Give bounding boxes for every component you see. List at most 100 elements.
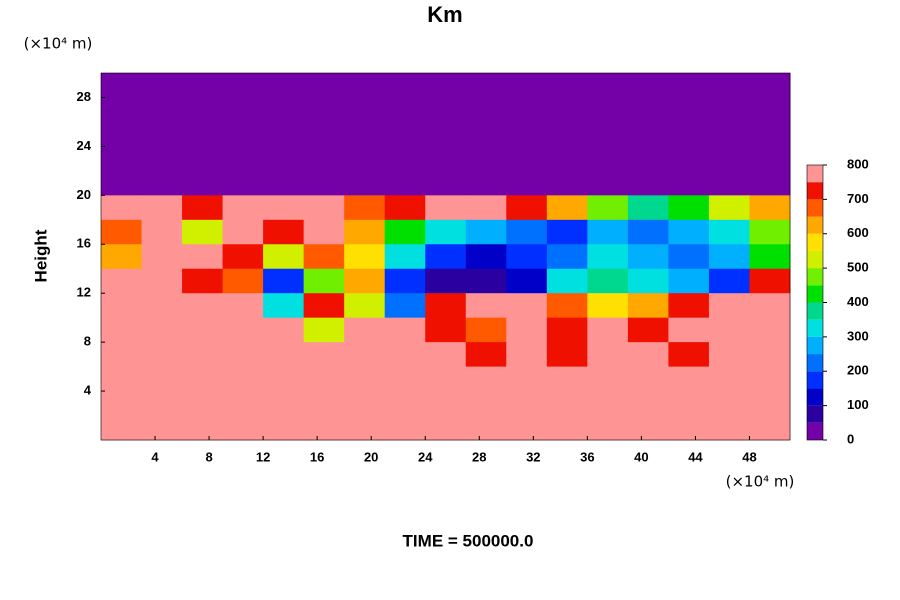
field-cell xyxy=(546,244,588,270)
field-cell xyxy=(749,293,791,319)
colorbar-tick-label: 800 xyxy=(847,156,869,171)
field-cell xyxy=(668,73,710,98)
field-cell xyxy=(101,146,143,172)
field-cell xyxy=(141,121,183,147)
field-cell xyxy=(101,391,143,417)
field-cell xyxy=(303,268,345,294)
field-cell xyxy=(263,415,305,441)
field-cell xyxy=(425,195,467,221)
field-cell xyxy=(344,415,386,441)
colorbar-bin xyxy=(807,268,823,286)
field-cell xyxy=(222,121,264,147)
colorbar-tick-label: 600 xyxy=(847,225,869,240)
field-cell xyxy=(546,293,588,319)
field-cell xyxy=(668,195,710,221)
field-cell xyxy=(749,415,791,441)
field-cell xyxy=(546,219,588,245)
field-cell xyxy=(668,317,710,343)
field-cell xyxy=(425,391,467,417)
field-cell xyxy=(303,391,345,417)
x-tick-label: 44 xyxy=(688,449,703,464)
field-cell xyxy=(101,195,143,221)
y-tick-label: 28 xyxy=(77,89,91,104)
field-cell xyxy=(263,219,305,245)
field-cell xyxy=(587,415,629,441)
field-cell xyxy=(263,342,305,368)
field-cell xyxy=(101,244,143,270)
field-cell xyxy=(263,317,305,343)
x-tick-label: 24 xyxy=(418,449,433,464)
field-cell xyxy=(101,415,143,441)
field-cell xyxy=(506,244,548,270)
y-tick-label: 20 xyxy=(77,187,91,202)
colorbar-bin xyxy=(807,285,823,303)
field-cell xyxy=(546,317,588,343)
field-cell xyxy=(384,244,426,270)
field-cell xyxy=(182,97,224,123)
field-cell xyxy=(546,170,588,196)
field-cell xyxy=(141,219,183,245)
colorbar-bin xyxy=(807,182,823,200)
field-cell xyxy=(344,219,386,245)
field-cell xyxy=(303,219,345,245)
field-cell xyxy=(101,73,143,98)
field-cell xyxy=(222,293,264,319)
field-cell xyxy=(627,73,669,98)
axes: 4 8 12 16 20 24 28 32 36 40 44 48481216202428010020… xyxy=(77,72,869,464)
field-cell xyxy=(222,244,264,270)
colorbar-bin xyxy=(807,199,823,217)
field-cell xyxy=(222,342,264,368)
field-cell xyxy=(465,391,507,417)
field-cell xyxy=(101,97,143,123)
colorbar-bin xyxy=(807,388,823,406)
field-cell xyxy=(141,170,183,196)
field-cell xyxy=(708,121,750,147)
field-cell xyxy=(587,195,629,221)
field-cell xyxy=(668,170,710,196)
field-cell xyxy=(708,342,750,368)
y-unit: (×10⁴ m) xyxy=(24,35,93,53)
field-cell xyxy=(425,268,467,294)
x-unit: (×10⁴ m) xyxy=(726,473,795,491)
field-cell xyxy=(627,97,669,123)
field-cell xyxy=(749,317,791,343)
field-cell xyxy=(627,170,669,196)
field-cell xyxy=(303,317,345,343)
field-cell xyxy=(587,121,629,147)
field-cell xyxy=(141,342,183,368)
field-cell xyxy=(587,146,629,172)
field-cell xyxy=(749,146,791,172)
field-cell xyxy=(425,293,467,319)
colorbar-bin xyxy=(807,233,823,251)
field-cell xyxy=(627,146,669,172)
colorbar-bin xyxy=(807,250,823,269)
field-cell xyxy=(708,97,750,123)
field-cell xyxy=(465,366,507,392)
field-cell xyxy=(101,219,143,245)
field-cell xyxy=(182,415,224,441)
field-cell xyxy=(425,244,467,270)
field-cell xyxy=(506,195,548,221)
field-cell xyxy=(182,146,224,172)
field-cell xyxy=(587,366,629,392)
field-cell xyxy=(465,317,507,343)
field-cell xyxy=(263,97,305,123)
field-cell xyxy=(222,415,264,441)
field-cell xyxy=(101,268,143,294)
field-cell xyxy=(141,97,183,123)
field-cell xyxy=(708,170,750,196)
field-cell xyxy=(749,342,791,368)
y-tick-label: 24 xyxy=(77,138,92,153)
field-cell xyxy=(465,97,507,123)
field-cell xyxy=(627,195,669,221)
field-cell xyxy=(222,391,264,417)
field-cell xyxy=(465,293,507,319)
field-cell xyxy=(222,146,264,172)
x-tick-label: 48 xyxy=(742,449,756,464)
field-cell xyxy=(344,366,386,392)
field-cell xyxy=(425,415,467,441)
field-cell xyxy=(587,73,629,98)
field-cell xyxy=(506,146,548,172)
field-cell xyxy=(546,342,588,368)
field-cell xyxy=(141,366,183,392)
